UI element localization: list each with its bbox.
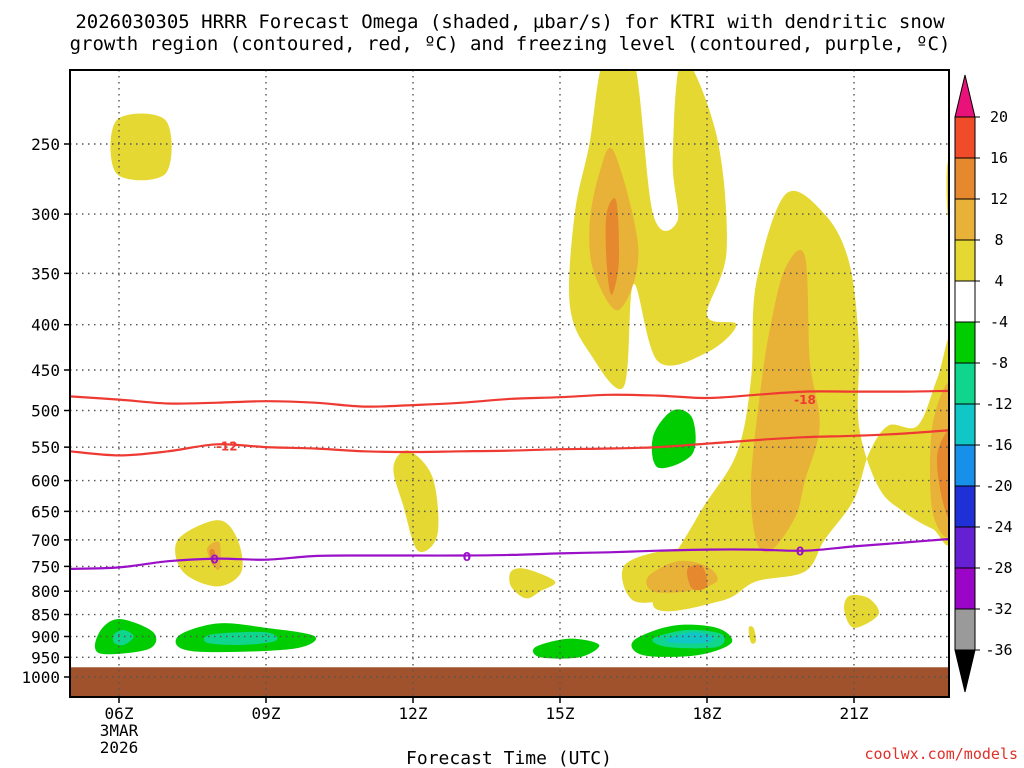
omega-region-33 bbox=[532, 638, 600, 659]
grid-lines bbox=[70, 70, 949, 697]
y-tick-label-1000: 1000 bbox=[21, 668, 60, 687]
colorbar-label-4: 4 bbox=[994, 272, 1003, 290]
colorbar-label--12: -12 bbox=[985, 395, 1012, 413]
contour-label-freezing-level-0-label-b: 0 bbox=[210, 553, 218, 567]
y-tick-label-650: 650 bbox=[31, 502, 60, 521]
y-tick-label-350: 350 bbox=[31, 264, 60, 283]
omega-region-24 bbox=[651, 409, 696, 469]
colorbar: -36 -32 -28 -24 -20 -16 -12 -8 -4 4 8 12 16 20 bbox=[954, 74, 1013, 693]
colorbar-label-16: 16 bbox=[990, 149, 1008, 167]
colorbar-label--32: -32 bbox=[985, 600, 1012, 618]
omega-region-20 bbox=[207, 142, 237, 344]
colorbar-segment--12 bbox=[954, 362, 976, 405]
chart-title-line1: 2026030305 HRRR Forecast Omega (shaded, … bbox=[75, 11, 945, 33]
x-tick-label-21: 21Z bbox=[840, 704, 869, 723]
colorbar-segment-12 bbox=[954, 157, 976, 200]
colorbar-label-20: 20 bbox=[990, 108, 1008, 126]
colorbar-label--28: -28 bbox=[985, 559, 1012, 577]
x-tick-date-line1: 3MAR bbox=[100, 721, 139, 740]
omega-region-36 bbox=[666, 632, 714, 644]
y-tick-label-500: 500 bbox=[31, 402, 60, 421]
ground-fill bbox=[70, 667, 949, 697]
omega-region-31 bbox=[203, 631, 278, 646]
colorbar-segment--36 bbox=[954, 608, 976, 651]
omega-region-19 bbox=[113, 288, 127, 354]
y-tick-label-600: 600 bbox=[31, 472, 60, 491]
omega-region-0 bbox=[110, 113, 172, 181]
y-tick-label-750: 750 bbox=[31, 557, 60, 576]
omega-region-22 bbox=[194, 394, 240, 488]
contour-label-dgz-minus-12: -12 bbox=[216, 440, 238, 454]
x-tick-label-18: 18Z bbox=[693, 704, 722, 723]
y-tick-label-800: 800 bbox=[31, 582, 60, 601]
y-tick-label-550: 550 bbox=[31, 438, 60, 457]
colorbar-segment--24 bbox=[954, 485, 976, 528]
omega-region-5 bbox=[750, 249, 820, 553]
x-tick-label-6: 06Z bbox=[105, 704, 134, 723]
x-tick-date-line2: 2026 bbox=[100, 738, 139, 757]
contour-label-freezing-level-0: 0 bbox=[463, 550, 471, 564]
colorbar-extend-low bbox=[954, 649, 976, 693]
colorbar-label--20: -20 bbox=[985, 477, 1012, 495]
omega-region-9 bbox=[393, 450, 439, 553]
colorbar-segment-16 bbox=[954, 116, 976, 159]
omega-region-21 bbox=[423, 226, 493, 307]
colorbar-segment-4 bbox=[954, 239, 976, 282]
y-tick-label-300: 300 bbox=[31, 205, 60, 224]
x-axis-label: Forecast Time (UTC) bbox=[406, 748, 612, 768]
omega-region-16 bbox=[686, 564, 708, 591]
colorbar-segment--4 bbox=[954, 280, 976, 323]
y-tick-label-850: 850 bbox=[31, 606, 60, 625]
x-tick-label-15: 15Z bbox=[546, 704, 575, 723]
colorbar-label--16: -16 bbox=[985, 436, 1012, 454]
colorbar-segment--20 bbox=[954, 444, 976, 487]
x-tick-label-9: 09Z bbox=[252, 704, 281, 723]
chart-title-line2: growth region (contoured, red, ºC) and f… bbox=[70, 33, 951, 55]
colorbar-segment-8 bbox=[954, 198, 976, 241]
omega-region-18 bbox=[748, 626, 757, 644]
y-axis-ticks: 250 300 350 400 450 500 550 600 650 700 750 800 850 9… bbox=[21, 135, 70, 687]
contour-freezing-level-0 bbox=[70, 537, 949, 570]
colorbar-label--36: -36 bbox=[985, 641, 1012, 659]
y-tick-label-400: 400 bbox=[31, 316, 60, 335]
colorbar-label-12: 12 bbox=[990, 190, 1008, 208]
colorbar-segment--28 bbox=[954, 526, 976, 569]
credit-text: coolwx.com/models bbox=[864, 745, 1018, 763]
colorbar-label--4: -4 bbox=[990, 313, 1008, 331]
omega-region-7 bbox=[936, 430, 949, 520]
omega-region-3 bbox=[605, 198, 620, 295]
omega-region-17 bbox=[844, 595, 880, 628]
colorbar-label--24: -24 bbox=[985, 518, 1012, 536]
plot-frame bbox=[69, 69, 950, 698]
y-tick-label-950: 950 bbox=[31, 648, 60, 667]
omega-region-26 bbox=[941, 601, 949, 620]
omega-region-30 bbox=[112, 629, 134, 646]
colorbar-label--8: -8 bbox=[990, 354, 1008, 372]
contour-label-freezing-level-0-label-c: 0 bbox=[796, 545, 804, 559]
y-tick-label-250: 250 bbox=[31, 135, 60, 154]
y-tick-label-450: 450 bbox=[31, 361, 60, 380]
contour-label-dgz-minus-18: -18 bbox=[794, 393, 816, 407]
contour-lines: -18 -12 0 0 0 bbox=[70, 389, 949, 570]
x-tick-label-12: 12Z bbox=[399, 704, 428, 723]
omega-region-12 bbox=[209, 549, 216, 566]
colorbar-extend-high bbox=[954, 74, 976, 118]
y-tick-label-900: 900 bbox=[31, 627, 60, 646]
y-tick-label-700: 700 bbox=[31, 531, 60, 550]
colorbar-segment--16 bbox=[954, 403, 976, 446]
colorbar-segment--8 bbox=[954, 321, 976, 364]
contour-dgz-minus-12 bbox=[70, 429, 949, 457]
contour-dgz-minus-18 bbox=[70, 389, 949, 408]
colorbar-label-8: 8 bbox=[994, 231, 1003, 249]
omega-region-25 bbox=[783, 585, 806, 606]
colorbar-segment--32 bbox=[954, 567, 976, 610]
